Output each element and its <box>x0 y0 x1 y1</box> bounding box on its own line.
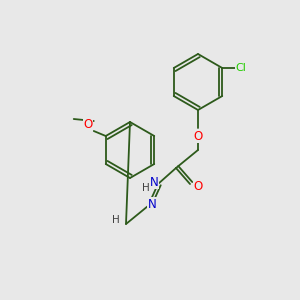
Text: O: O <box>83 118 92 131</box>
Text: Cl: Cl <box>236 63 247 73</box>
Text: O: O <box>194 179 202 193</box>
Text: O: O <box>194 130 202 142</box>
Text: H: H <box>112 215 120 225</box>
Text: N: N <box>148 197 156 211</box>
Text: H: H <box>142 183 150 193</box>
Text: N: N <box>150 176 158 188</box>
